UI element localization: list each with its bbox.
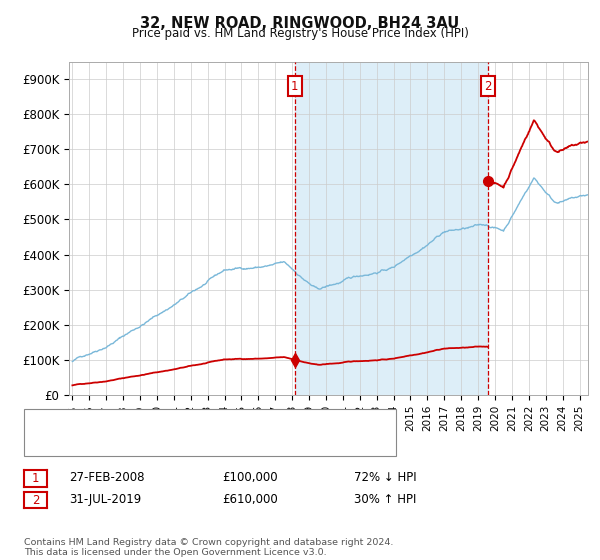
Text: HPI: Average price, detached house, New Forest: HPI: Average price, detached house, New …: [70, 439, 334, 449]
Text: £610,000: £610,000: [222, 493, 278, 506]
Bar: [295, 62, 488, 395]
Text: Price paid vs. HM Land Registry's House Price Index (HPI): Price paid vs. HM Land Registry's House …: [131, 27, 469, 40]
Text: 27-FEB-2008: 27-FEB-2008: [69, 471, 145, 484]
Text: 72% ↓ HPI: 72% ↓ HPI: [354, 471, 416, 484]
Text: 32, NEW ROAD, RINGWOOD, BH24 3AU (detached house): 32, NEW ROAD, RINGWOOD, BH24 3AU (detach…: [70, 417, 385, 427]
Text: £100,000: £100,000: [222, 471, 278, 484]
Text: 2: 2: [32, 493, 39, 507]
Text: 1: 1: [291, 80, 298, 92]
Text: 2: 2: [484, 80, 491, 92]
Text: Contains HM Land Registry data © Crown copyright and database right 2024.
This d: Contains HM Land Registry data © Crown c…: [24, 538, 394, 557]
Text: 1: 1: [32, 472, 39, 485]
Text: 31-JUL-2019: 31-JUL-2019: [69, 493, 141, 506]
Text: 32, NEW ROAD, RINGWOOD, BH24 3AU: 32, NEW ROAD, RINGWOOD, BH24 3AU: [140, 16, 460, 31]
Text: 30% ↑ HPI: 30% ↑ HPI: [354, 493, 416, 506]
